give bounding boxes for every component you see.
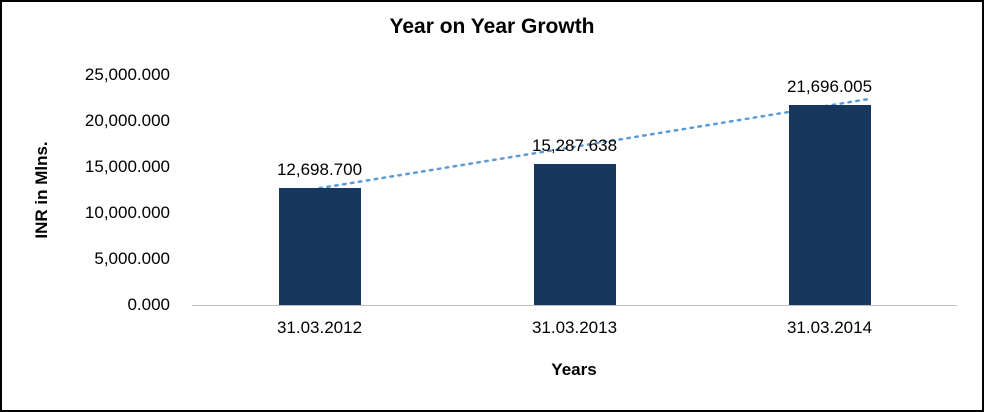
x-tick-label: 31.03.2012 — [276, 318, 363, 337]
chart-title: Year on Year Growth — [389, 15, 595, 38]
y-tick-label: 20,000.000 — [84, 111, 170, 130]
y-axis-tick-labels: 25,000.000 20,000.000 15,000.000 10,000.000… — [2, 65, 182, 314]
x-axis-tick-labels: 31.03.2012 31.03.2013 31.03.2014 — [192, 318, 957, 342]
x-tick-label: 31.03.2013 — [531, 318, 618, 337]
bar-value-label: 21,696.005 — [786, 77, 873, 97]
bar-value-label: 15,287.638 — [531, 136, 618, 156]
y-tick-label: 25,000.000 — [84, 65, 170, 84]
y-tick-label: 15,000.000 — [84, 157, 170, 176]
y-tick-label: 5,000.000 — [94, 249, 170, 268]
bar — [788, 105, 871, 305]
bar-value-label: 12,698.700 — [276, 160, 363, 180]
plot-area: 12,698.700 15,287.638 21,696.005 — [192, 75, 957, 306]
y-tick-label: 0.000 — [127, 295, 170, 314]
y-tick-label: 10,000.000 — [84, 203, 170, 222]
bar — [278, 188, 361, 305]
x-axis-title: Years — [551, 360, 597, 379]
bar — [533, 164, 616, 305]
x-tick-label: 31.03.2014 — [786, 318, 873, 337]
